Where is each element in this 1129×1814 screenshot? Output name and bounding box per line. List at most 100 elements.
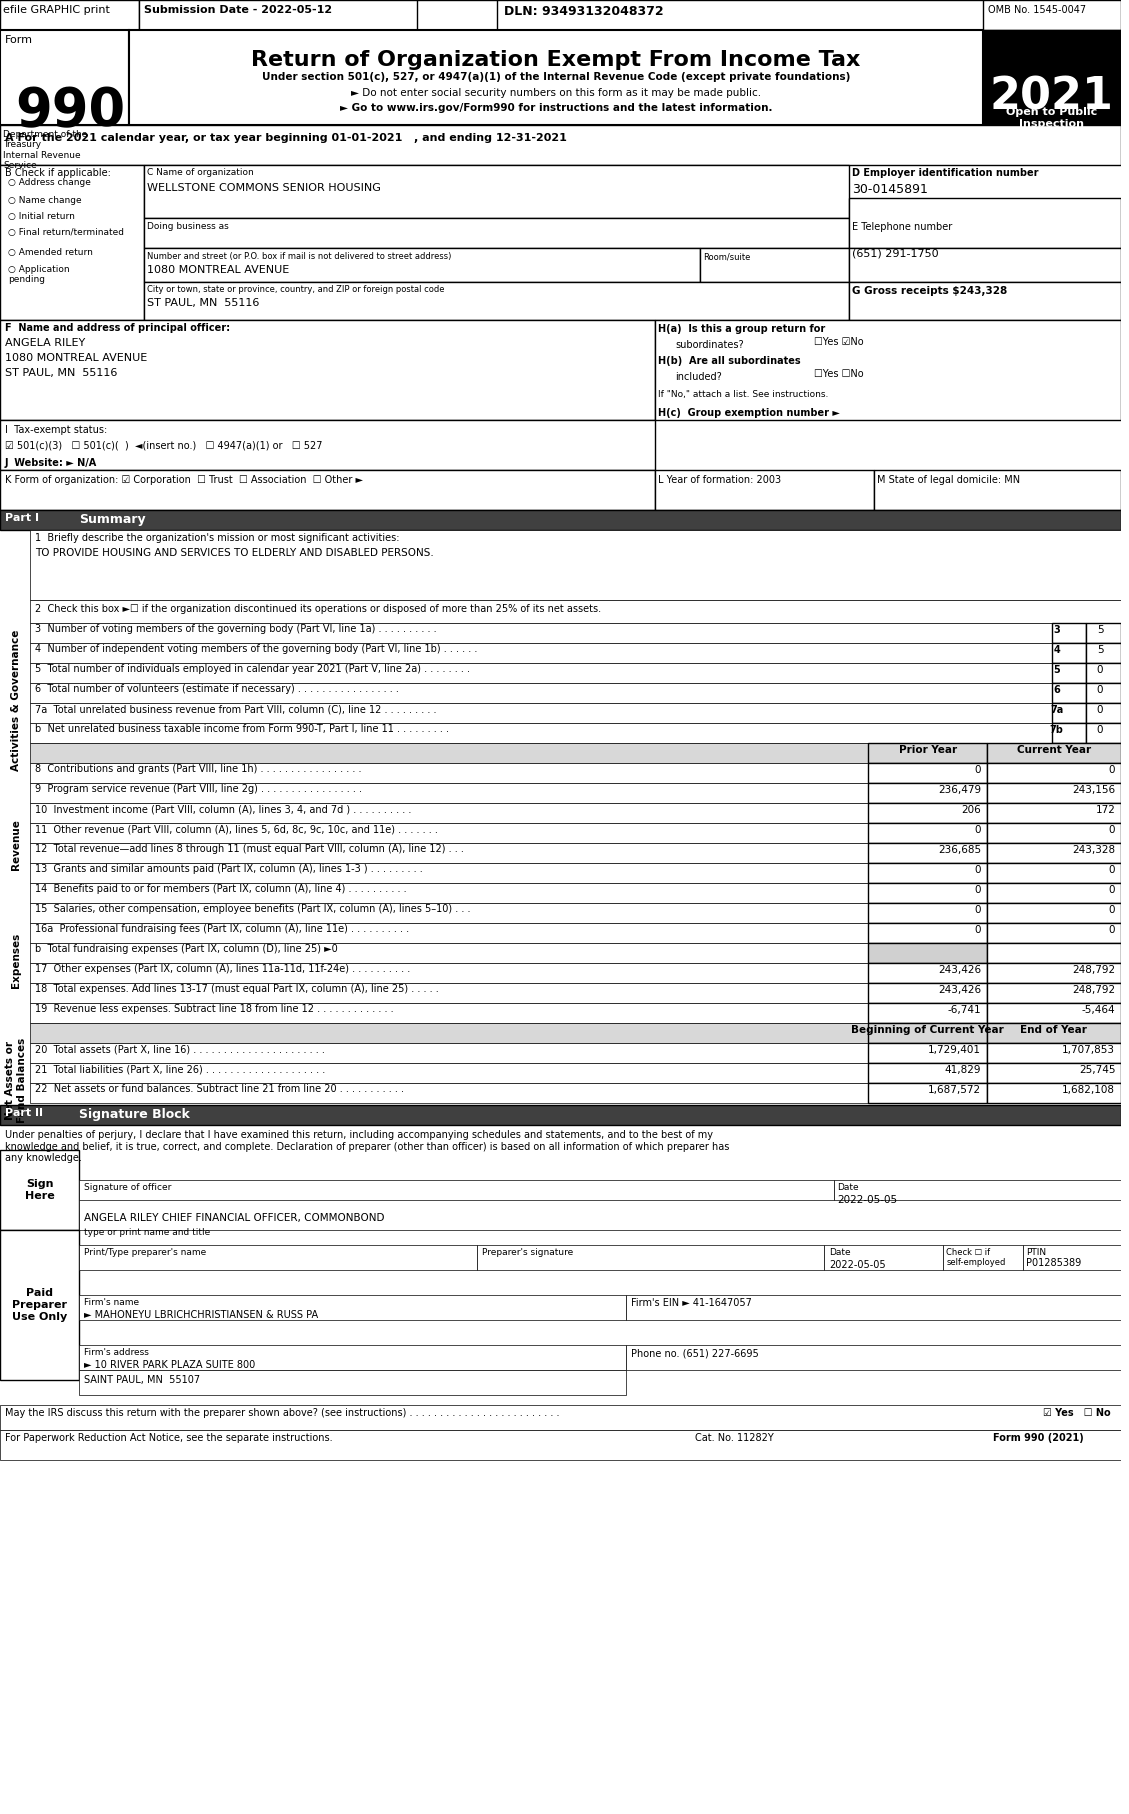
Text: b  Net unrelated business taxable income from Form 990-T, Part I, line 11 . . . : b Net unrelated business taxable income … bbox=[35, 724, 448, 735]
Bar bbox=[987, 1063, 1121, 1083]
Text: 1080 MONTREAL AVENUE: 1080 MONTREAL AVENUE bbox=[147, 265, 289, 276]
Text: Number and street (or P.O. box if mail is not delivered to street address): Number and street (or P.O. box if mail i… bbox=[147, 252, 452, 261]
Text: 0: 0 bbox=[974, 766, 981, 775]
Bar bbox=[79, 1201, 1121, 1230]
Text: 248,792: 248,792 bbox=[1073, 985, 1115, 996]
Bar bbox=[987, 923, 1121, 943]
Bar bbox=[29, 662, 1092, 684]
Bar bbox=[656, 470, 874, 510]
Bar bbox=[834, 1179, 1121, 1210]
Text: Signature of officer: Signature of officer bbox=[85, 1183, 172, 1192]
Bar bbox=[987, 863, 1121, 883]
Bar bbox=[983, 31, 1121, 100]
Bar bbox=[0, 1105, 1121, 1125]
Bar bbox=[987, 844, 1121, 863]
Bar bbox=[1023, 1244, 1121, 1270]
Bar bbox=[29, 983, 868, 1003]
Bar bbox=[987, 784, 1121, 804]
Text: 0: 0 bbox=[1097, 706, 1103, 715]
Bar bbox=[944, 1244, 1023, 1270]
Text: Summary: Summary bbox=[79, 513, 146, 526]
Text: ○ Application
pending: ○ Application pending bbox=[8, 265, 70, 285]
Text: Check ☐ if
self-employed: Check ☐ if self-employed bbox=[946, 1248, 1006, 1268]
Bar bbox=[29, 704, 1092, 724]
Text: 4  Number of independent voting members of the governing body (Part VI, line 1b): 4 Number of independent voting members o… bbox=[35, 644, 478, 655]
Text: ☑ Yes   ☐ No: ☑ Yes ☐ No bbox=[1043, 1408, 1111, 1419]
Text: 2022-05-05: 2022-05-05 bbox=[838, 1195, 898, 1204]
Text: 0: 0 bbox=[1109, 825, 1115, 834]
Text: ☑ 501(c)(3)   ☐ 501(c)(  )  ◄(insert no.)   ☐ 4947(a)(1) or   ☐ 527: ☑ 501(c)(3) ☐ 501(c)( ) ◄(insert no.) ☐ … bbox=[5, 441, 323, 450]
Text: G Gross receipts $243,328: G Gross receipts $243,328 bbox=[852, 287, 1007, 296]
Bar bbox=[987, 1043, 1121, 1063]
Text: 2022-05-05: 2022-05-05 bbox=[830, 1261, 886, 1270]
Bar bbox=[987, 824, 1121, 844]
Text: 0: 0 bbox=[974, 865, 981, 874]
Text: 0: 0 bbox=[974, 885, 981, 894]
Text: efile GRAPHIC print: efile GRAPHIC print bbox=[3, 5, 110, 15]
Text: 22  Net assets or fund balances. Subtract line 21 from line 20 . . . . . . . . .: 22 Net assets or fund balances. Subtract… bbox=[35, 1085, 404, 1094]
Text: ○ Name change: ○ Name change bbox=[8, 196, 81, 205]
Bar bbox=[868, 804, 987, 824]
Text: 0: 0 bbox=[1097, 686, 1103, 695]
Bar bbox=[29, 642, 1092, 662]
Text: 0: 0 bbox=[974, 925, 981, 934]
Bar bbox=[868, 983, 987, 1003]
Bar bbox=[656, 319, 1121, 421]
Bar bbox=[0, 319, 656, 421]
Text: Preparer's signature: Preparer's signature bbox=[482, 1248, 572, 1257]
Bar bbox=[868, 883, 987, 903]
Text: Signature Block: Signature Block bbox=[79, 1108, 191, 1121]
Text: E Telephone number: E Telephone number bbox=[852, 221, 953, 232]
Text: Net Assets or
Fund Balances: Net Assets or Fund Balances bbox=[6, 1038, 27, 1123]
Text: J  Website: ► N/A: J Website: ► N/A bbox=[5, 457, 97, 468]
Text: H(b)  Are all subordinates: H(b) Are all subordinates bbox=[658, 356, 802, 366]
Bar bbox=[868, 903, 987, 923]
Bar bbox=[1086, 642, 1121, 662]
Text: H(c)  Group exemption number ►: H(c) Group exemption number ► bbox=[658, 408, 840, 417]
Text: D Employer identification number: D Employer identification number bbox=[852, 169, 1039, 178]
Text: 14  Benefits paid to or for members (Part IX, column (A), line 4) . . . . . . . : 14 Benefits paid to or for members (Part… bbox=[35, 883, 406, 894]
Text: 6  Total number of volunteers (estimate if necessary) . . . . . . . . . . . . . : 6 Total number of volunteers (estimate i… bbox=[35, 684, 399, 695]
Bar bbox=[987, 963, 1121, 983]
Text: included?: included? bbox=[675, 372, 723, 383]
Text: If "No," attach a list. See instructions.: If "No," attach a list. See instructions… bbox=[658, 390, 829, 399]
Bar bbox=[0, 470, 656, 510]
Bar bbox=[79, 1344, 625, 1370]
Text: F  Name and address of principal officer:: F Name and address of principal officer: bbox=[5, 323, 230, 334]
Text: 5: 5 bbox=[1096, 646, 1103, 655]
Text: Firm's address: Firm's address bbox=[85, 1348, 149, 1357]
Bar bbox=[1086, 622, 1121, 642]
Text: P01285389: P01285389 bbox=[1026, 1257, 1082, 1268]
Text: Phone no. (651) 227-6695: Phone no. (651) 227-6695 bbox=[631, 1348, 759, 1359]
Text: ST PAUL, MN  55116: ST PAUL, MN 55116 bbox=[147, 297, 260, 308]
Text: A For the 2021 calendar year, or tax year beginning 01-01-2021   , and ending 12: A For the 2021 calendar year, or tax yea… bbox=[5, 132, 567, 143]
Text: ANGELA RILEY: ANGELA RILEY bbox=[5, 337, 85, 348]
Text: Department of the
Treasury
Internal Revenue
Service: Department of the Treasury Internal Reve… bbox=[3, 131, 87, 171]
Text: OMB No. 1545-0047: OMB No. 1545-0047 bbox=[988, 5, 1086, 15]
Bar bbox=[79, 1370, 625, 1395]
Text: Cat. No. 11282Y: Cat. No. 11282Y bbox=[695, 1433, 774, 1442]
Text: ○ Initial return: ○ Initial return bbox=[8, 212, 75, 221]
Text: Part I: Part I bbox=[5, 513, 40, 522]
Text: ► Go to www.irs.gov/Form990 for instructions and the latest information.: ► Go to www.irs.gov/Form990 for instruct… bbox=[340, 103, 772, 112]
Text: 990: 990 bbox=[15, 85, 125, 138]
Bar bbox=[79, 1295, 625, 1321]
Text: 12  Total revenue—add lines 8 through 11 (must equal Part VIII, column (A), line: 12 Total revenue—add lines 8 through 11 … bbox=[35, 844, 464, 854]
Text: ☐Yes ☑No: ☐Yes ☑No bbox=[814, 337, 864, 346]
Text: 1  Briefly describe the organization's mission or most significant activities:: 1 Briefly describe the organization's mi… bbox=[35, 533, 400, 542]
Bar bbox=[29, 600, 1121, 622]
Bar bbox=[1086, 704, 1121, 724]
Text: -6,741: -6,741 bbox=[947, 1005, 981, 1016]
Text: 236,479: 236,479 bbox=[938, 785, 981, 795]
Text: ► Do not enter social security numbers on this form as it may be made public.: ► Do not enter social security numbers o… bbox=[351, 89, 761, 98]
Text: 0: 0 bbox=[1109, 905, 1115, 914]
Bar bbox=[868, 1003, 987, 1023]
Bar bbox=[0, 1429, 1121, 1460]
Bar bbox=[29, 1063, 868, 1083]
Text: Expenses: Expenses bbox=[11, 932, 21, 987]
Bar bbox=[145, 218, 849, 249]
Text: type or print name and title: type or print name and title bbox=[85, 1228, 211, 1237]
Bar bbox=[29, 804, 868, 824]
Text: 0: 0 bbox=[1097, 726, 1103, 735]
Bar bbox=[29, 530, 1121, 600]
